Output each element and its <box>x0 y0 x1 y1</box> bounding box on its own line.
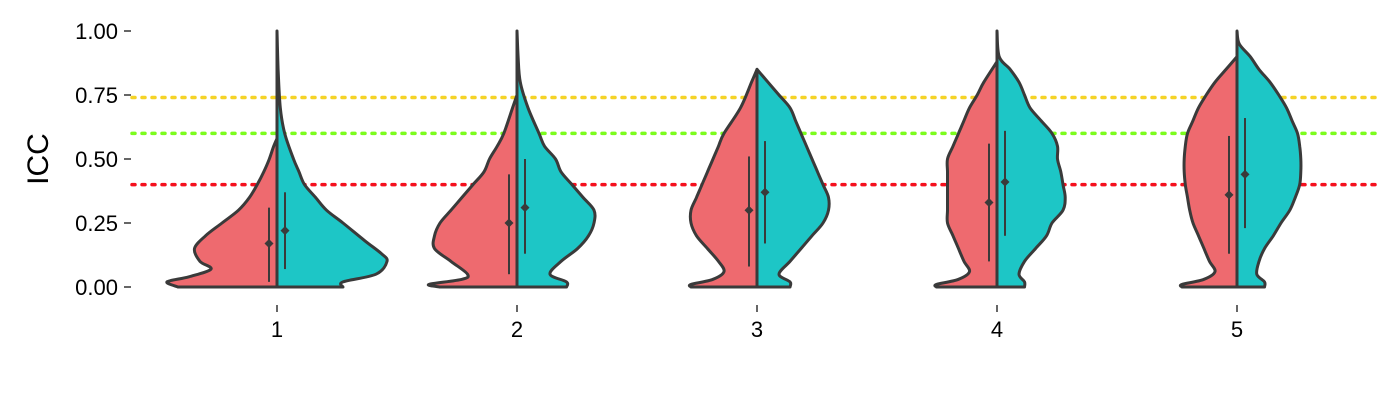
x-tick-label: 3 <box>751 317 763 342</box>
x-tick-label: 5 <box>1231 317 1243 342</box>
mean-point-left-3 <box>744 205 754 215</box>
violin-group-5 <box>1178 29 1303 289</box>
y-tick-label: 0.00 <box>75 275 118 300</box>
x-axis: 1 2 3 4 5 <box>271 305 1243 342</box>
mean-point-right-3 <box>760 187 770 197</box>
y-tick-label: 0.50 <box>75 147 118 172</box>
x-tick-label: 2 <box>511 317 523 342</box>
y-axis-title: ICC <box>22 133 55 185</box>
violin-right-5 <box>1235 29 1303 289</box>
y-tick-label: 1.00 <box>75 19 118 44</box>
mean-point-right-4 <box>1000 177 1010 187</box>
mean-point-left-2 <box>504 218 514 228</box>
mean-point-left-1 <box>264 238 274 248</box>
mean-point-right-5 <box>1240 169 1250 179</box>
mean-point-right-2 <box>520 203 530 213</box>
violin-group-3 <box>687 67 831 289</box>
y-axis: 0.00 0.25 0.50 0.75 1.00 <box>75 19 131 300</box>
violins <box>165 29 1303 289</box>
violin-group-1 <box>165 29 389 289</box>
y-tick-label: 0.25 <box>75 211 118 236</box>
mean-point-left-4 <box>984 198 994 208</box>
violin-right-2 <box>515 29 597 289</box>
y-tick-label: 0.75 <box>75 83 118 108</box>
violin-right-3 <box>755 67 831 289</box>
x-tick-label: 1 <box>271 317 283 342</box>
violin-group-2 <box>426 29 597 289</box>
violin-left-2 <box>426 93 519 289</box>
x-tick-label: 4 <box>991 317 1003 342</box>
violin-left-5 <box>1178 55 1239 289</box>
violin-group-4 <box>933 29 1067 289</box>
violin-right-4 <box>995 29 1067 289</box>
violin-left-4 <box>933 60 999 289</box>
mean-point-right-1 <box>280 226 290 236</box>
violin-right-1 <box>275 29 389 289</box>
violin-left-3 <box>687 67 759 289</box>
violin-left-1 <box>165 137 279 289</box>
mean-point-left-5 <box>1224 190 1234 200</box>
